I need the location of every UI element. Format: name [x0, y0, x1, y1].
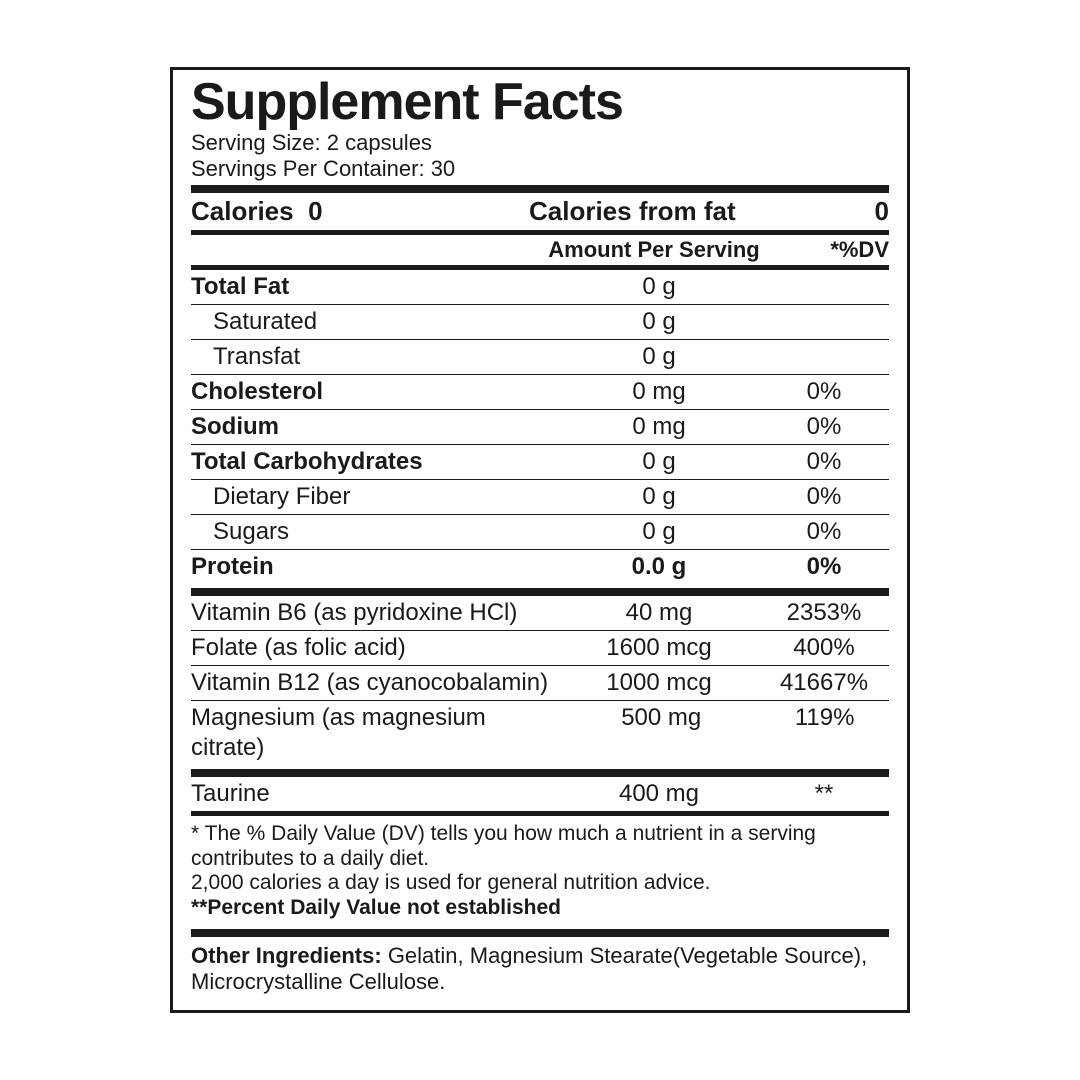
table-row: Total Carbohydrates0 g0% [191, 445, 889, 479]
nutrient-name: Vitamin B6 (as pyridoxine HCl) [191, 598, 559, 628]
calories-from-fat-label: Calories from fat [529, 196, 819, 227]
calories-value: 0 [308, 196, 322, 226]
panel-title: Supplement Facts [191, 76, 889, 128]
other-ingredients: Other Ingredients: Gelatin, Magnesium St… [191, 937, 889, 996]
other-ingredients-label: Other Ingredients: [191, 943, 382, 968]
rule [191, 185, 889, 193]
table-row: Folate (as folic acid)1600 mcg400% [191, 631, 889, 665]
extra-amount: 400 mg [559, 779, 759, 809]
nutrient-amount: 40 mg [559, 598, 759, 628]
nutrient-dv: 0% [759, 447, 889, 477]
serving-size-value: 2 capsules [327, 130, 432, 155]
nutrient-amount: 0 g [559, 482, 759, 512]
calories-row: Calories 0 Calories from fat 0 [191, 193, 889, 230]
nutrient-name: Total Fat [191, 272, 559, 302]
table-row: Transfat0 g [191, 340, 889, 374]
table-row: Vitamin B12 (as cyanocobalamin)1000 mcg4… [191, 666, 889, 700]
rule [191, 588, 889, 596]
nutrient-dv: 400% [759, 633, 889, 663]
nutrient-name: Sodium [191, 412, 559, 442]
protein-dv: 0% [759, 552, 889, 582]
footnote-line2: 2,000 calories a day is used for general… [191, 871, 889, 896]
nutrient-name: Vitamin B12 (as cyanocobalamin) [191, 668, 559, 698]
footnote-line1: * The % Daily Value (DV) tells you how m… [191, 822, 889, 872]
protein-amount: 0.0 g [559, 552, 759, 582]
supplement-facts-panel: Supplement Facts Serving Size: 2 capsule… [170, 67, 910, 1012]
macros-section: Total Fat0 gSaturated0 gTransfat0 gChole… [191, 270, 889, 549]
nutrient-amount: 0 mg [559, 412, 759, 442]
table-row: Total Fat0 g [191, 270, 889, 304]
nutrient-dv: 41667% [759, 668, 889, 698]
nutrient-amount: 1600 mcg [559, 633, 759, 663]
protein-name: Protein [191, 552, 559, 582]
calories-label: Calories [191, 196, 294, 226]
footnote-line3: **Percent Daily Value not established [191, 896, 889, 921]
nutrient-amount: 0 g [559, 272, 759, 302]
nutrient-name: Magnesium (as magnesium citrate) [191, 703, 562, 763]
protein-row: Protein 0.0 g 0% [191, 550, 889, 584]
dv-header: *%DV [779, 237, 889, 263]
servings-per-label: Servings Per Container: [191, 156, 425, 181]
amount-header: Amount Per Serving [529, 237, 779, 263]
nutrient-name: Folate (as folic acid) [191, 633, 559, 663]
servings-per-container: Servings Per Container: 30 [191, 156, 889, 181]
nutrient-amount: 0 mg [559, 377, 759, 407]
nutrient-dv: 0% [759, 517, 889, 547]
table-row: Sodium0 mg0% [191, 410, 889, 444]
table-row: Sugars0 g0% [191, 515, 889, 549]
nutrient-name: Total Carbohydrates [191, 447, 559, 477]
nutrient-amount: 0 g [559, 517, 759, 547]
calories-from-fat-value: 0 [819, 196, 889, 227]
serving-size-label: Serving Size: [191, 130, 321, 155]
servings-per-value: 30 [431, 156, 455, 181]
table-row: Dietary Fiber0 g0% [191, 480, 889, 514]
extra-row: Taurine 400 mg ** [191, 777, 889, 811]
micros-section: Vitamin B6 (as pyridoxine HCl)40 mg2353%… [191, 596, 889, 765]
nutrient-name: Cholesterol [191, 377, 559, 407]
extra-dv: ** [759, 779, 889, 809]
nutrient-dv: 0% [759, 412, 889, 442]
table-row: Magnesium (as magnesium citrate)500 mg11… [191, 701, 889, 765]
rule [191, 769, 889, 777]
nutrient-dv: 119% [760, 703, 889, 733]
nutrient-dv: 0% [759, 377, 889, 407]
nutrient-amount: 0 g [559, 447, 759, 477]
nutrient-amount: 1000 mcg [559, 668, 759, 698]
table-row: Saturated0 g [191, 305, 889, 339]
nutrient-name: Dietary Fiber [191, 482, 559, 512]
column-header-row: Amount Per Serving *%DV [191, 235, 889, 265]
nutrient-amount: 0 g [559, 342, 759, 372]
nutrient-name: Transfat [191, 342, 559, 372]
extra-name: Taurine [191, 779, 559, 809]
rule [191, 929, 889, 937]
table-row: Vitamin B6 (as pyridoxine HCl)40 mg2353% [191, 596, 889, 630]
footnote: * The % Daily Value (DV) tells you how m… [191, 816, 889, 925]
nutrient-name: Saturated [191, 307, 559, 337]
table-row: Cholesterol0 mg0% [191, 375, 889, 409]
nutrient-dv: 0% [759, 482, 889, 512]
serving-size: Serving Size: 2 capsules [191, 130, 889, 155]
nutrient-name: Sugars [191, 517, 559, 547]
nutrient-amount: 500 mg [562, 703, 760, 733]
nutrient-dv: 2353% [759, 598, 889, 628]
nutrient-amount: 0 g [559, 307, 759, 337]
